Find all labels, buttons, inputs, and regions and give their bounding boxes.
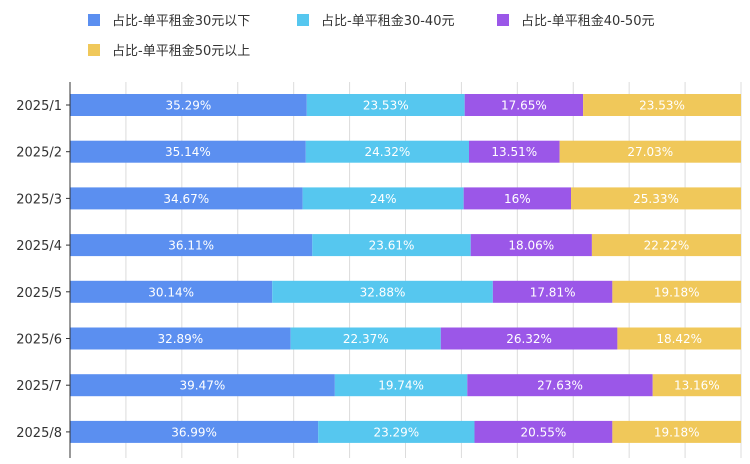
bar-segment[interactable] bbox=[70, 140, 306, 163]
legend: 占比-单平租金30元以下 占比-单平租金30-40元 占比-单平租金40-50元占比… bbox=[88, 13, 654, 59]
bar-segment[interactable] bbox=[492, 280, 613, 303]
bar-segment[interactable] bbox=[571, 187, 741, 210]
data-label: 19.74% bbox=[378, 379, 424, 393]
legend-swatch bbox=[88, 44, 100, 56]
bar-segment[interactable] bbox=[305, 140, 469, 163]
legend-item[interactable]: 占比-单平租金40-50元 bbox=[497, 13, 654, 29]
bar-row: 35.14% 24.32% 13.51% 27.03% bbox=[70, 140, 741, 163]
data-label: 19.18% bbox=[654, 425, 700, 439]
data-label: 27.63% bbox=[537, 379, 583, 393]
grid bbox=[125, 82, 742, 458]
y-tick-label: 2025/6 bbox=[16, 333, 62, 348]
legend-item[interactable]: 占比-单平租金50元以上 bbox=[88, 43, 250, 59]
data-label: 19.18% bbox=[654, 285, 700, 299]
data-label: 23.53% bbox=[639, 99, 685, 113]
bar-row: 39.47% 19.74% 27.63% 13.16% bbox=[70, 374, 741, 397]
bar-row: 30.14% 32.88% 17.81% 19.18% bbox=[70, 280, 742, 303]
data-label: 39.47% bbox=[180, 379, 226, 393]
legend-swatch bbox=[88, 14, 100, 26]
bar-segment[interactable] bbox=[583, 94, 741, 116]
data-label: 36.11% bbox=[168, 239, 214, 253]
data-label: 24% bbox=[370, 192, 397, 206]
legend-swatch bbox=[497, 14, 509, 26]
y-axis: 2025/1 2025/2 2025/3 2025/4 2025/5 2025/6 2025… bbox=[16, 82, 71, 458]
bar-segment[interactable] bbox=[70, 187, 303, 210]
bar-segment[interactable] bbox=[70, 280, 273, 303]
bar-segment[interactable] bbox=[306, 94, 465, 116]
y-tick-label: 2025/3 bbox=[16, 192, 62, 207]
y-tick-label: 2025/4 bbox=[16, 239, 62, 254]
bar-segment[interactable] bbox=[70, 327, 291, 350]
bar-segment[interactable] bbox=[467, 374, 653, 397]
data-label: 23.53% bbox=[363, 99, 409, 113]
bar-segment[interactable] bbox=[440, 327, 618, 350]
bar-segment[interactable] bbox=[468, 140, 560, 163]
legend-item[interactable]: 占比-单平租金30-40元 bbox=[297, 13, 454, 29]
y-tick-label: 2025/7 bbox=[16, 379, 62, 394]
data-label: 35.29% bbox=[166, 99, 212, 113]
data-label: 26.32% bbox=[506, 332, 552, 346]
data-label: 23.61% bbox=[369, 239, 415, 253]
data-label: 16% bbox=[504, 192, 531, 206]
data-label: 32.89% bbox=[157, 332, 203, 346]
bar-segment[interactable] bbox=[70, 94, 307, 116]
bar-segment[interactable] bbox=[612, 420, 742, 443]
bar-segment[interactable] bbox=[318, 420, 475, 443]
bar-segment[interactable] bbox=[70, 374, 335, 397]
data-label: 13.51% bbox=[491, 145, 537, 159]
legend-label: 占比-单平租金50元以上 bbox=[112, 43, 250, 59]
bar-row: 32.89% 22.37% 26.32% 18.42% bbox=[70, 327, 741, 350]
bar-segment[interactable] bbox=[464, 94, 584, 116]
bar-segment[interactable] bbox=[312, 234, 471, 257]
data-label: 35.14% bbox=[165, 145, 211, 159]
data-label: 27.03% bbox=[627, 145, 673, 159]
bar-segment[interactable] bbox=[290, 327, 441, 350]
bar-segment[interactable] bbox=[70, 234, 313, 257]
data-label: 17.81% bbox=[530, 285, 576, 299]
data-label: 36.99% bbox=[171, 425, 217, 439]
bar-segment[interactable] bbox=[470, 234, 592, 257]
bar-row: 36.99% 23.29% 20.55% 19.18% bbox=[70, 420, 742, 443]
data-label: 32.88% bbox=[360, 285, 406, 299]
bar-segment[interactable] bbox=[591, 234, 741, 257]
bar-segment[interactable] bbox=[652, 374, 741, 397]
data-label: 23.29% bbox=[373, 425, 419, 439]
y-tick-label: 2025/2 bbox=[16, 146, 62, 161]
bar-segment[interactable] bbox=[474, 420, 613, 443]
bar-segment[interactable] bbox=[612, 280, 742, 303]
data-label: 34.67% bbox=[163, 192, 209, 206]
bar-segment[interactable] bbox=[463, 187, 572, 210]
bar-segment[interactable] bbox=[559, 140, 741, 163]
bar-segment[interactable] bbox=[272, 280, 493, 303]
data-label: 30.14% bbox=[148, 285, 194, 299]
data-label: 18.06% bbox=[508, 239, 554, 253]
bar-row: 36.11% 23.61% 18.06% 22.22% bbox=[70, 234, 741, 257]
bar-segment[interactable] bbox=[334, 374, 468, 397]
bar-segment[interactable] bbox=[70, 420, 319, 443]
data-label: 22.22% bbox=[644, 239, 690, 253]
data-label: 25.33% bbox=[633, 192, 679, 206]
y-tick-label: 2025/1 bbox=[16, 99, 62, 114]
legend-label: 占比-单平租金30-40元 bbox=[321, 13, 454, 29]
data-label: 22.37% bbox=[343, 332, 389, 346]
data-label: 13.16% bbox=[674, 379, 720, 393]
data-label: 20.55% bbox=[521, 425, 567, 439]
y-tick-label: 2025/8 bbox=[16, 426, 62, 441]
legend-label: 占比-单平租金40-50元 bbox=[521, 13, 654, 29]
data-label: 17.65% bbox=[501, 99, 547, 113]
bar-segment[interactable] bbox=[617, 327, 741, 350]
legend-label: 占比-单平租金30元以下 bbox=[112, 13, 250, 29]
plot-area: 35.29% 23.53% 17.65% 23.53% 35.14% 24.32% 13.5… bbox=[70, 94, 742, 443]
bar-row: 34.67% 24% 16% 25.33% bbox=[70, 187, 741, 210]
legend-swatch bbox=[297, 14, 309, 26]
bar-segment[interactable] bbox=[302, 187, 464, 210]
y-tick-label: 2025/5 bbox=[16, 286, 62, 301]
legend-item[interactable]: 占比-单平租金30元以下 bbox=[88, 13, 250, 29]
data-label: 24.32% bbox=[365, 145, 411, 159]
data-label: 18.42% bbox=[656, 332, 702, 346]
bar-row: 35.29% 23.53% 17.65% 23.53% bbox=[70, 94, 741, 116]
